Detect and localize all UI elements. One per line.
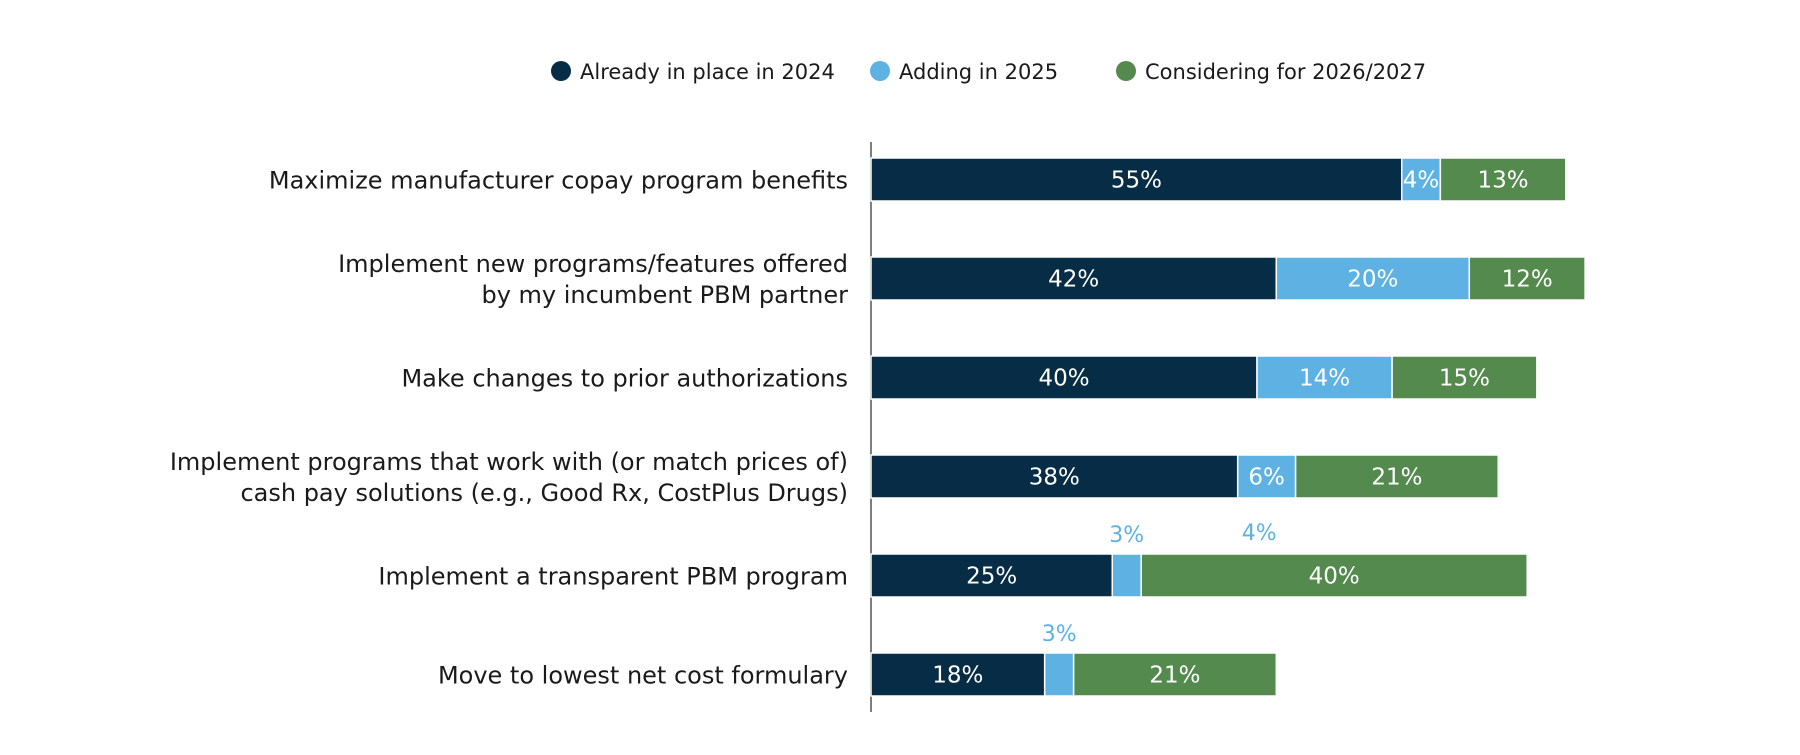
bar-row0-series1 (1401, 157, 1442, 202)
data-label-row2-series1: 14% (1299, 366, 1350, 392)
category-label-1-line-0: Implement new programs/features offered (338, 250, 848, 278)
category-label-4: Implement a transparent PBM program (378, 563, 848, 591)
category-label-5: Move to lowest net cost formulary (438, 662, 848, 690)
data-label-row3-series1: 6% (1248, 465, 1285, 491)
category-label-1-line-1: by my incumbent PBM partner (481, 281, 848, 309)
category-label-3-line-0: Implement programs that work with (or ma… (170, 448, 848, 476)
bar-row4-series2 (1140, 553, 1528, 598)
data-label-row3-series0: 38% (1029, 465, 1080, 491)
category-labels: Maximize manufacturer copay program bene… (170, 167, 848, 690)
data-label-row5-series2: 21% (1149, 663, 1200, 689)
bar-row5-series2 (1072, 652, 1278, 697)
bar-row1-series2 (1468, 256, 1586, 301)
data-label-row4-series2: 40% (1309, 564, 1360, 590)
bar-row0-series2 (1439, 157, 1567, 202)
outside-data-label-2: 3% (1042, 622, 1077, 647)
legend-marker-1 (870, 61, 890, 81)
legend: Already in place in 2024 Adding in 2025 Co… (551, 60, 1426, 84)
data-label-row2-series0: 40% (1038, 366, 1089, 392)
legend-label-2: Considering for 2026/2027 (1145, 60, 1426, 84)
bar-row5-series1 (1043, 652, 1075, 697)
data-label-row0-series2: 13% (1478, 168, 1529, 194)
data-label-row3-series2: 21% (1371, 465, 1422, 491)
data-label-row0-series0: 55% (1111, 168, 1162, 194)
bar-row5-series0 (870, 652, 1046, 697)
category-label-3-line-1: cash pay solutions (e.g., Good Rx, CostP… (240, 479, 848, 507)
bar-row3-series1 (1236, 454, 1297, 499)
category-label-2: Make changes to prior authorizations (401, 365, 848, 393)
data-label-row1-series2: 12% (1502, 267, 1553, 293)
data-label-row1-series1: 20% (1347, 267, 1398, 293)
data-label-row0-series1: 4% (1403, 168, 1440, 194)
data-label-row2-series2: 15% (1439, 366, 1490, 392)
outside-data-label-1: 4% (1242, 521, 1277, 546)
legend-marker-0 (551, 61, 571, 81)
bar-row4-series0 (870, 553, 1113, 598)
data-label-row1-series0: 42% (1048, 267, 1099, 293)
outside-data-label-0: 3% (1109, 523, 1144, 548)
legend-marker-2 (1116, 61, 1136, 81)
bar-row3-series0 (870, 454, 1239, 499)
data-label-row4-series0: 25% (966, 564, 1017, 590)
data-labels: 55% 4% 13% 42% 20% 12% 40% 14% 15% 38% 6% 21% 25% 40%… (932, 168, 1552, 689)
legend-label-1: Adding in 2025 (899, 60, 1058, 84)
bar-row3-series2 (1294, 454, 1499, 499)
category-label-0: Maximize manufacturer copay program bene… (269, 167, 848, 195)
data-label-row5-series0: 18% (932, 663, 983, 689)
bar-row4-series1 (1111, 553, 1142, 598)
bar-row2-series2 (1391, 355, 1538, 400)
legend-label-0: Already in place in 2024 (580, 60, 835, 84)
bars (870, 157, 1586, 697)
